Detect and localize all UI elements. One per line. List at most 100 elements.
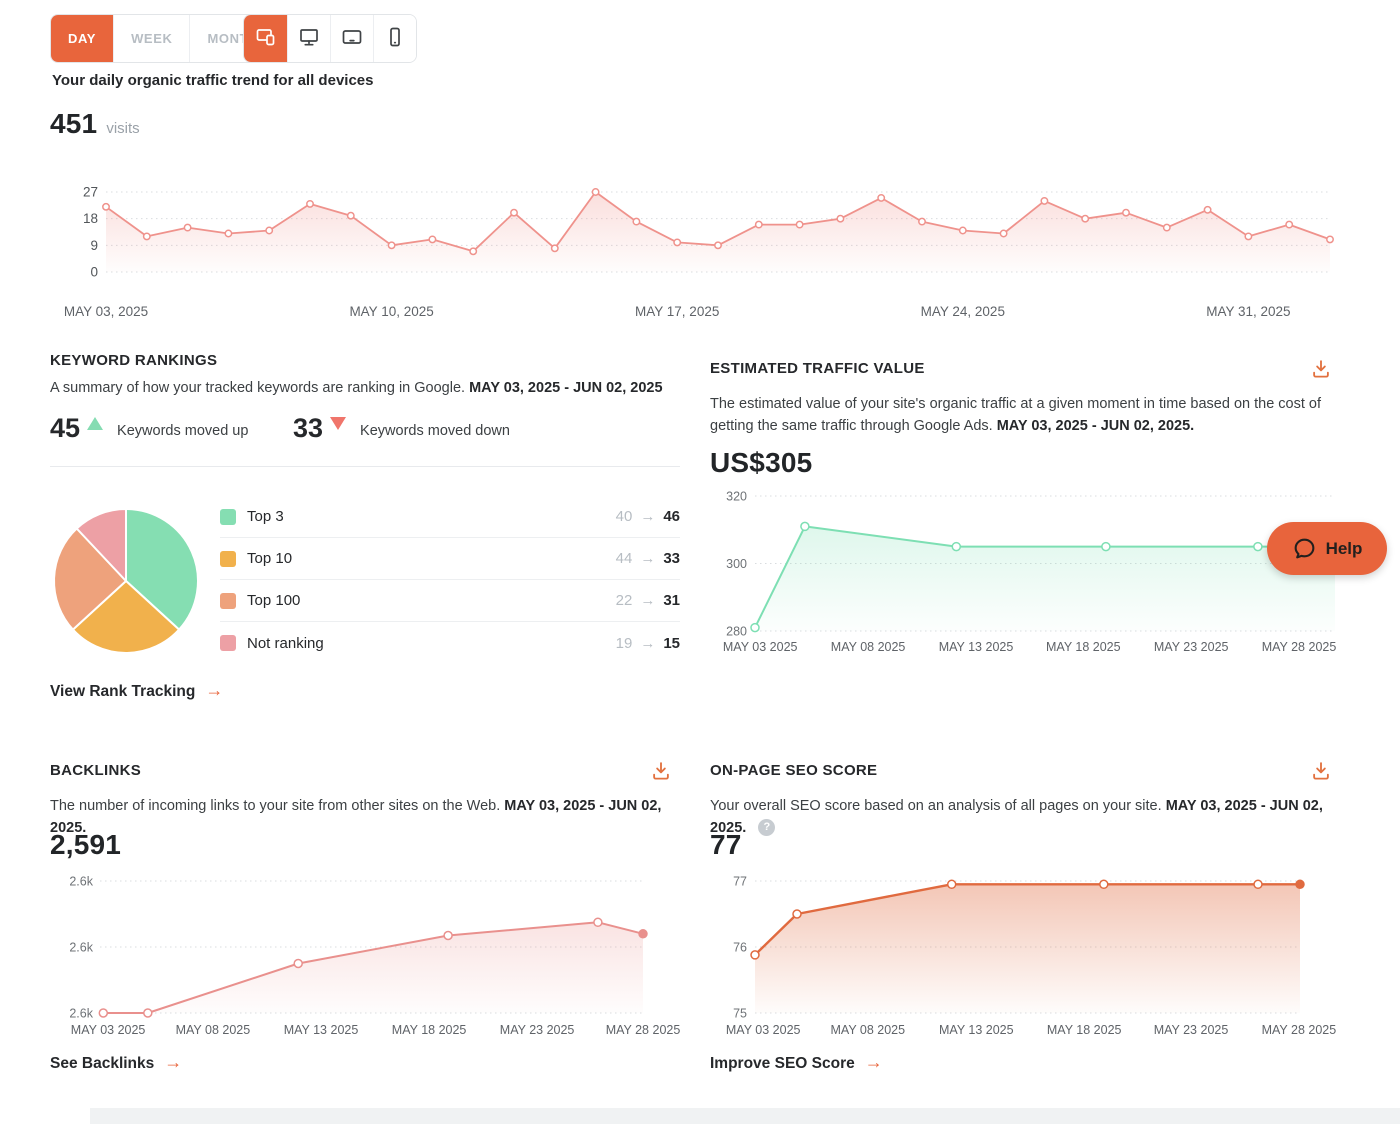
seo-score-value: 77 (710, 829, 742, 860)
legend-swatch-not-ranking (220, 635, 236, 651)
seo-score-title: ON-PAGE SEO SCORE (710, 762, 878, 779)
keywords-moved-up-label: Keywords moved up (117, 423, 249, 439)
device-desktop-button[interactable] (287, 15, 330, 62)
legend-old-value: 40 (615, 508, 633, 525)
legend-new-value: 33 (663, 550, 680, 567)
all-devices-icon (255, 26, 277, 51)
backlinks-description-text: The number of incoming links to your sit… (50, 798, 501, 814)
traffic-value-amount: US$305 (710, 447, 813, 478)
svg-text:9: 9 (90, 238, 98, 253)
arrow-right-icon: → (640, 634, 656, 652)
svg-text:300: 300 (726, 557, 747, 571)
period-day-button[interactable]: DAY (51, 15, 114, 62)
triangle-down-icon (330, 417, 347, 430)
traffic-chart: 27 18 9 0 MAY 03, 2025 MAY 10, 2025 MAY 17, 20… (60, 178, 1340, 328)
legend-label: Top 10 (247, 550, 293, 567)
desktop-icon (298, 26, 320, 51)
traffic-value-date-range: MAY 03, 2025 - JUN 02, 2025. (996, 417, 1195, 434)
legend-new-value: 15 (663, 634, 680, 652)
tablet-icon (341, 26, 363, 51)
svg-text:MAY 17, 2025: MAY 17, 2025 (635, 304, 719, 319)
period-week-button[interactable]: WEEK (113, 15, 190, 62)
help-label: Help (1325, 538, 1363, 558)
svg-text:76: 76 (733, 941, 747, 955)
arrow-right-icon: → (864, 1052, 883, 1072)
traffic-unit: visits (106, 120, 140, 137)
seo-score-date-range: MAY 03, 2025 - JUN 02, 2025. (710, 798, 1323, 836)
traffic-subtitle: Your daily organic traffic trend for all… (52, 72, 374, 89)
legend-old-value: 19 (615, 634, 633, 652)
svg-text:320: 320 (726, 490, 747, 504)
svg-text:MAY 23 2025: MAY 23 2025 (1154, 640, 1229, 654)
traffic-value-download-button[interactable] (1308, 356, 1334, 385)
download-icon (1310, 762, 1332, 785)
keyword-rankings-divider (50, 466, 680, 467)
svg-text:MAY 13 2025: MAY 13 2025 (939, 640, 1014, 654)
backlinks-date-range: MAY 03, 2025 - JUN 02, 2025. (50, 798, 662, 836)
improve-seo-score-link[interactable]: Improve SEO Score → (710, 1052, 883, 1074)
svg-text:MAY 08 2025: MAY 08 2025 (831, 640, 906, 654)
legend-label: Top 3 (247, 508, 284, 525)
legend-swatch-top100 (220, 592, 236, 609)
arrow-right-icon: → (164, 1052, 183, 1072)
svg-text:MAY 03, 2025: MAY 03, 2025 (64, 304, 148, 319)
keyword-rankings-legend: Top 3 40 → 46 Top 10 44 → 33 Top 100 22 → 31 N… (220, 496, 680, 664)
legend-label: Not ranking (247, 634, 324, 652)
backlinks-chart: 2.6k 2.6k 2.6k MAY 03 2025 MAY 08 2025 MAY 13… (50, 870, 700, 1042)
keywords-moved-down-value: 33 (293, 413, 324, 443)
see-backlinks-link[interactable]: See Backlinks → (50, 1052, 183, 1074)
legend-row: Top 3 40 → 46 (220, 496, 680, 538)
device-mobile-button[interactable] (373, 15, 416, 62)
legend-new-value: 31 (663, 592, 680, 609)
svg-text:MAY 28 2025: MAY 28 2025 (606, 1023, 681, 1037)
svg-text:MAY 24, 2025: MAY 24, 2025 (921, 304, 1005, 319)
view-rank-tracking-link[interactable]: View Rank Tracking → (50, 680, 223, 702)
device-all-button[interactable] (244, 15, 287, 62)
svg-text:MAY 31, 2025: MAY 31, 2025 (1206, 304, 1290, 319)
svg-text:MAY 18 2025: MAY 18 2025 (1047, 1023, 1122, 1037)
svg-text:MAY 03 2025: MAY 03 2025 (723, 640, 798, 654)
traffic-value-description: The estimated value of your site's organ… (710, 394, 1330, 438)
keyword-rankings-date-range: MAY 03, 2025 - JUN 02, 2025 (469, 380, 663, 396)
device-toggle (243, 14, 417, 63)
seo-score-description-text: Your overall SEO score based on an analy… (710, 798, 1162, 814)
triangle-up-icon (87, 417, 104, 430)
svg-text:2.6k: 2.6k (69, 941, 93, 955)
seo-score-chart: 77 76 75 MAY 03 2025 MAY 08 2025 MAY 13 2025 M… (710, 870, 1350, 1042)
svg-text:MAY 23 2025: MAY 23 2025 (500, 1023, 575, 1037)
svg-text:MAY 28 2025: MAY 28 2025 (1262, 640, 1337, 654)
svg-text:MAY 03 2025: MAY 03 2025 (71, 1023, 146, 1037)
svg-text:MAY 13 2025: MAY 13 2025 (939, 1023, 1014, 1037)
svg-text:MAY 23 2025: MAY 23 2025 (1154, 1023, 1229, 1037)
legend-old-value: 22 (615, 592, 633, 609)
svg-text:18: 18 (83, 211, 98, 226)
keywords-moved-up-value: 45 (50, 413, 81, 443)
keywords-moved-up-stat: 45 Keywords moved up (50, 415, 248, 442)
keywords-moved-down-stat: 33 Keywords moved down (293, 415, 510, 442)
question-mark-icon[interactable]: ? (758, 819, 776, 837)
traffic-value-description-text: The estimated value of your site's organ… (710, 396, 1322, 434)
traffic-total: 451 visits (50, 108, 140, 140)
keywords-moved-down-label: Keywords moved down (360, 423, 510, 439)
download-icon (650, 762, 672, 785)
legend-swatch-top10 (220, 550, 236, 567)
legend-row: Not ranking 19 → 15 (220, 622, 680, 664)
svg-text:280: 280 (726, 625, 747, 639)
seo-score-download-button[interactable] (1308, 758, 1334, 787)
backlinks-download-button[interactable] (648, 758, 674, 787)
legend-new-value: 46 (663, 508, 680, 525)
svg-text:MAY 10, 2025: MAY 10, 2025 (349, 304, 433, 319)
svg-text:2.6k: 2.6k (69, 875, 93, 889)
svg-text:2.6k: 2.6k (69, 1007, 93, 1021)
improve-seo-score-label: Improve SEO Score (710, 1054, 855, 1072)
svg-text:MAY 28 2025: MAY 28 2025 (1262, 1023, 1337, 1037)
chat-bubble-icon (1292, 536, 1317, 561)
svg-text:MAY 08 2025: MAY 08 2025 (176, 1023, 251, 1037)
traffic-value-title: ESTIMATED TRAFFIC VALUE (710, 360, 925, 377)
keyword-rankings-description: A summary of how your tracked keywords a… (50, 378, 680, 400)
device-tablet-button[interactable] (330, 15, 373, 62)
download-icon (1310, 360, 1332, 383)
svg-text:75: 75 (733, 1007, 747, 1021)
help-button[interactable]: Help (1267, 522, 1387, 575)
